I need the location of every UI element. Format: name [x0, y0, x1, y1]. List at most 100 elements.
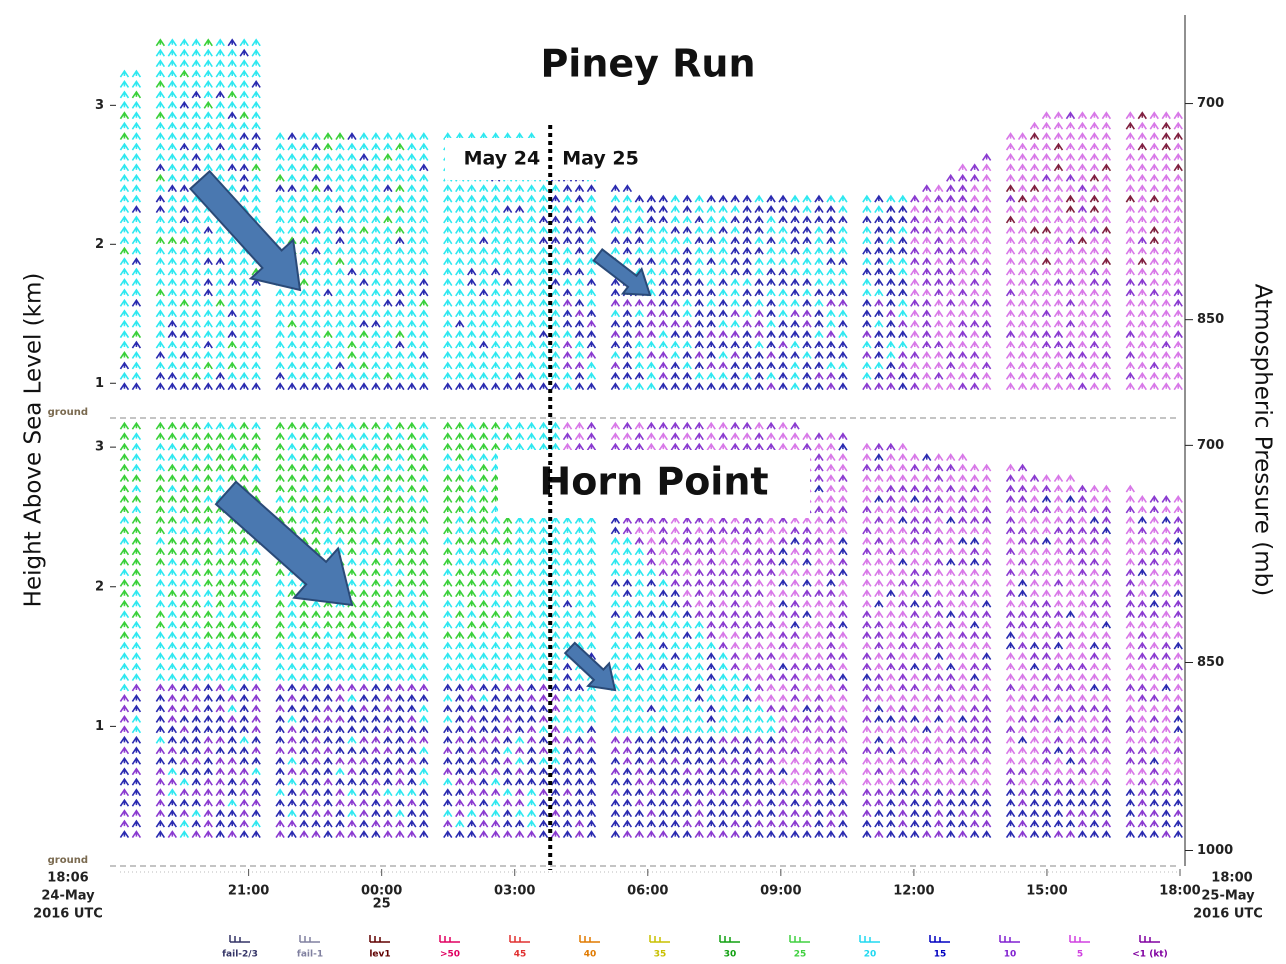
wind-barb [658, 225, 668, 234]
wind-barb [922, 267, 932, 276]
wind-barb [359, 257, 369, 266]
wind-barb [215, 278, 225, 286]
wind-barb [383, 382, 393, 391]
wind-barb [610, 371, 621, 380]
wind-barb [670, 371, 680, 380]
wind-barb [742, 246, 752, 255]
wind-barb [239, 121, 249, 130]
wind-barb [371, 319, 381, 328]
wind-barb [227, 319, 237, 328]
wind-barb [239, 48, 249, 57]
wind-barb [742, 267, 752, 276]
wind-barb [311, 371, 321, 380]
wind-barb [622, 330, 633, 339]
wind-barb [526, 215, 537, 224]
wind-barb [323, 173, 333, 182]
wind-barb [215, 163, 225, 172]
wind-barb [790, 215, 800, 224]
wind-barb [826, 340, 836, 349]
wind-barb [119, 90, 130, 99]
wind-barb [550, 194, 561, 203]
wind-barb [299, 205, 309, 213]
wind-barb [203, 288, 213, 297]
wind-barb [658, 340, 668, 349]
wind-barb [706, 361, 716, 370]
wind-barb [910, 371, 920, 380]
wind-barb [730, 351, 740, 359]
wind-barb [251, 319, 261, 328]
wind-barb [179, 371, 189, 380]
wind-barb [227, 111, 237, 120]
wind-barb [131, 236, 142, 245]
wind-barb [670, 361, 680, 370]
wind-barb [886, 257, 896, 266]
wind-barb [359, 351, 369, 359]
wind-barb [371, 173, 381, 182]
wind-barb [562, 288, 573, 297]
wind-barb [347, 340, 357, 349]
wind-barb [934, 236, 944, 245]
wind-barb [275, 225, 285, 234]
wind-barb [287, 142, 297, 151]
wind-barb [275, 184, 285, 193]
wind-barb [299, 194, 309, 203]
wind-barb [203, 132, 213, 141]
wind-barb [407, 382, 417, 391]
wind-barb [239, 184, 249, 193]
wind-barb [299, 225, 309, 234]
wind-barb [910, 361, 920, 370]
wind-barb [622, 382, 633, 391]
wind-barb [706, 257, 716, 266]
wind-barb [742, 205, 752, 213]
wind-barb [167, 225, 178, 234]
wind-barb [335, 288, 345, 297]
wind-barb [922, 298, 932, 307]
wind-barb [969, 319, 980, 328]
wind-barb [191, 163, 201, 172]
wind-barb [335, 246, 345, 255]
wind-barb [826, 288, 836, 297]
wind-barb [443, 225, 453, 234]
wind-barb [311, 132, 321, 141]
wind-barb [131, 69, 142, 78]
wind-barb [455, 361, 465, 370]
wind-barb [526, 288, 537, 297]
wind-barb [395, 194, 405, 203]
wind-barb [802, 215, 812, 224]
wind-barb [694, 236, 704, 245]
wind-barb [586, 194, 597, 203]
wind-barb [419, 257, 429, 266]
wind-barb [586, 351, 597, 359]
wind-barb [239, 142, 249, 151]
wind-barb [275, 152, 285, 161]
wind-barb [407, 309, 417, 318]
wind-barb [946, 371, 956, 380]
wind-barb [419, 205, 429, 213]
wind-barb [347, 152, 357, 161]
wind-barb [131, 340, 142, 349]
wind-barb [706, 382, 716, 391]
wind-barb [934, 319, 944, 328]
wind-barb [311, 257, 321, 266]
wind-barb [191, 382, 201, 391]
wind-barb [898, 257, 908, 266]
wind-barb [467, 132, 477, 141]
wind-barb [191, 38, 201, 47]
wind-barb [299, 184, 309, 193]
wind-barb [969, 371, 980, 380]
wind-barb [646, 225, 656, 234]
wind-barb [622, 257, 633, 266]
wind-barb [323, 236, 333, 245]
wind-barb [874, 257, 884, 266]
wind-barb [215, 48, 225, 57]
wind-barb [467, 225, 477, 234]
wind-barb [574, 225, 585, 234]
wind-barb [934, 278, 944, 286]
wind-barb [407, 163, 417, 172]
wind-barb [538, 330, 549, 339]
wind-barb [407, 288, 417, 297]
wind-barb [287, 163, 297, 172]
wind-barb [479, 225, 489, 234]
wind-barb [586, 298, 597, 307]
wind-barb [323, 351, 333, 359]
